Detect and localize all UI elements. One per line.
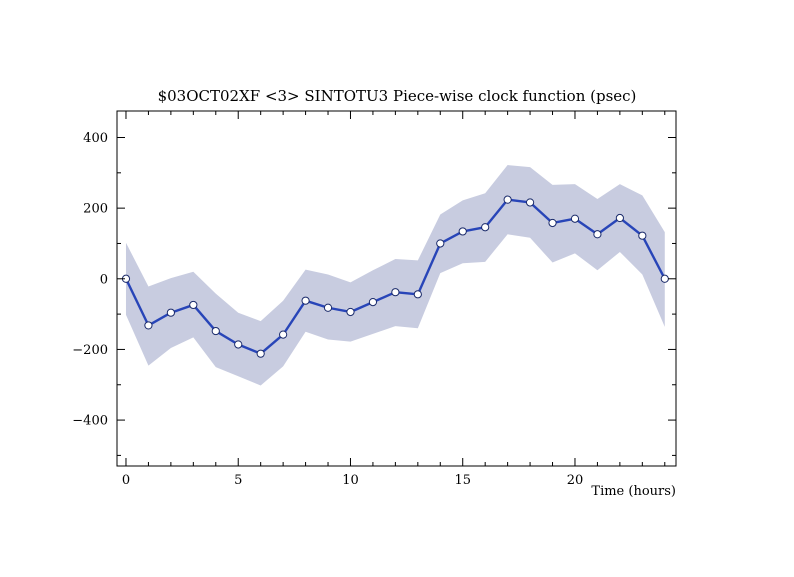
data-point: [301, 296, 310, 305]
data-point: [323, 303, 333, 312]
chart-title: $03OCT02XF <3> SINTOTU3 Piece-wise clock…: [158, 87, 637, 105]
tick-labels: 0 5 10 15 20 400 200 0 −200 −400: [72, 131, 583, 488]
y-tick-label: 200: [83, 202, 108, 217]
data-point: [279, 330, 288, 339]
x-tick-label: 5: [234, 473, 242, 488]
y-tick-label: −200: [72, 343, 108, 358]
data-point: [144, 321, 153, 330]
data-point: [368, 297, 378, 307]
uncertainty-band: [125, 165, 665, 386]
data-point: [234, 340, 243, 349]
data-point: [638, 231, 647, 240]
data-point: [525, 198, 535, 207]
data-point: [548, 218, 557, 228]
data-point: [458, 227, 467, 236]
axis-ticks: [117, 111, 676, 466]
x-tick-label: 10: [342, 473, 359, 488]
data-point: [593, 230, 602, 239]
x-tick-label: 20: [567, 473, 584, 488]
y-tick-label: 400: [83, 131, 108, 146]
plot-frame: [116, 110, 677, 467]
data-point: [615, 213, 624, 223]
data-point: [166, 308, 175, 317]
data-point: [346, 307, 355, 317]
data-point: [570, 214, 580, 223]
data-point: [391, 288, 400, 297]
x-axis-label: Time (hours): [591, 484, 676, 499]
data-point: [256, 349, 265, 358]
data-markers: [121, 195, 669, 358]
data-point: [211, 326, 220, 336]
data-point: [660, 274, 669, 283]
data-point: [481, 223, 490, 232]
y-tick-label: 0: [100, 272, 108, 287]
data-point: [503, 195, 512, 204]
x-tick-label: 15: [454, 473, 471, 488]
data-point: [413, 290, 422, 299]
x-tick-label: 0: [122, 473, 130, 488]
data-point: [189, 300, 198, 310]
uncertainty-band-area: [125, 165, 665, 386]
data-point: [436, 239, 445, 248]
y-tick-label: −400: [72, 414, 108, 429]
